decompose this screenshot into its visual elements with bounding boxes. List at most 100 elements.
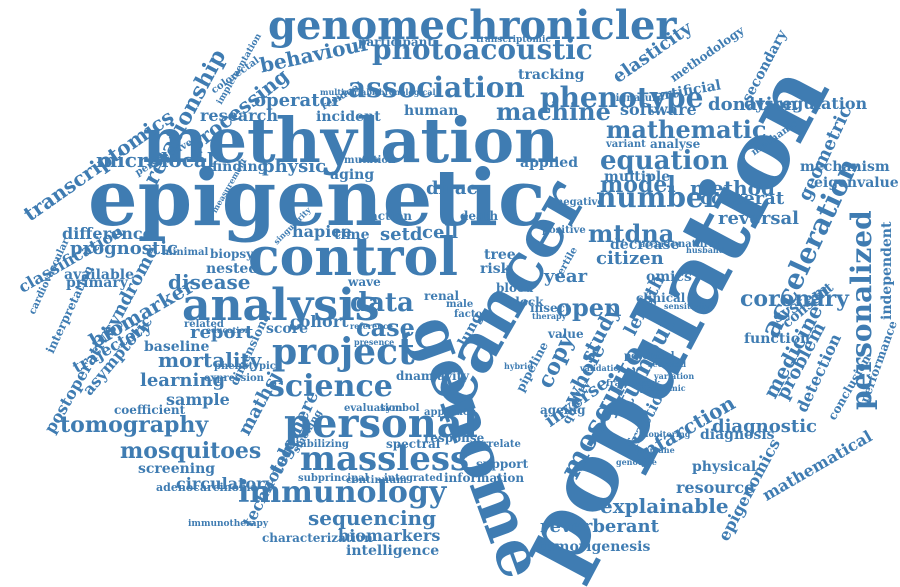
- word-framework: framework: [606, 379, 661, 389]
- word-positive: positive: [542, 225, 586, 236]
- word-characterization: characterization: [262, 531, 373, 545]
- word-mutation: mutation: [344, 155, 396, 166]
- word-wave: wave: [348, 275, 381, 289]
- word-data: data: [350, 288, 414, 318]
- word-research: research: [200, 106, 278, 125]
- word-education: education: [206, 325, 251, 335]
- word-donation: donation: [708, 94, 798, 115]
- word-related: related: [184, 319, 224, 330]
- word-secreted: secreted: [648, 359, 687, 369]
- word-immunology: immunology: [238, 475, 447, 510]
- word-eigenvalue: eigenvalue: [814, 175, 899, 191]
- word-association: association: [348, 71, 525, 104]
- word-microlocal: microlocal: [96, 148, 215, 172]
- word-genomechronicler: genomechronicler: [268, 2, 677, 49]
- word-multivariable: multivariable: [320, 87, 381, 97]
- word-information: information: [444, 471, 525, 485]
- word-intelligence: intelligence: [346, 543, 440, 559]
- word-continuum: continuum: [346, 475, 407, 486]
- word-screening: screening: [138, 461, 216, 477]
- word-tumorigenesis: tumorigenesis: [538, 539, 651, 555]
- word-operator: operator: [254, 90, 341, 111]
- word-dirac: dirac: [426, 178, 478, 199]
- word-nested: nested: [206, 261, 259, 277]
- word-husband: husband: [686, 245, 725, 255]
- word-immune: immune: [638, 445, 675, 455]
- word-methylation: methylation: [142, 104, 560, 177]
- word-integrated: integrated: [384, 473, 443, 484]
- word-sample: sample: [166, 390, 230, 409]
- word-analyse: analyse: [650, 137, 701, 151]
- word-male: male: [446, 299, 474, 310]
- word-decrease: decrease: [610, 237, 680, 253]
- word-reversal: reversal: [718, 208, 799, 229]
- word-sensitivity: sensitivity: [664, 301, 710, 311]
- word-model: model: [600, 172, 676, 198]
- word-reverberant: reverberant: [540, 516, 659, 537]
- word-software: software: [620, 100, 697, 119]
- word-epigenetic: epigenetic: [88, 153, 546, 244]
- word-setd: setd: [380, 224, 423, 245]
- word-negative: negative: [556, 197, 604, 208]
- word-correlate: correlate: [470, 439, 521, 450]
- word-dnam: dnam: [396, 369, 434, 383]
- word-case: case: [356, 313, 415, 342]
- word-accuracy: accuracy: [640, 239, 680, 249]
- word-reference: reference: [350, 321, 393, 331]
- word-transcriptomic: transcriptomic: [476, 35, 551, 45]
- word-coronary: coronary: [740, 286, 849, 312]
- word-disease: disease: [168, 270, 251, 294]
- word-response: response: [424, 431, 485, 445]
- word-death: death: [460, 209, 499, 223]
- word-cavity: cavity: [430, 369, 470, 383]
- word-year: year: [544, 266, 588, 287]
- word-open: open: [556, 293, 622, 322]
- word-massless: massless: [300, 439, 470, 479]
- word-participant: participant: [358, 35, 433, 49]
- word-immunotherapy: immunotherapy: [188, 519, 269, 529]
- word-hybrid: hybrid: [504, 361, 533, 371]
- word-biomarkers: biomarkers: [338, 526, 441, 545]
- word-coefficient: coefficient: [114, 403, 186, 417]
- word-approach: approach: [424, 407, 477, 418]
- word-circulatory: circulatory: [176, 474, 274, 493]
- word-finding: finding: [212, 159, 268, 175]
- word-mechanism: mechanism: [800, 159, 890, 175]
- word-analysis: analysis: [182, 280, 380, 331]
- word-variation: variation: [654, 371, 695, 381]
- word-phenotype: phenotype: [540, 81, 704, 114]
- word-support: support: [476, 457, 529, 471]
- word-method: method: [690, 176, 775, 200]
- word-adenocarcinoma: adenocarcinoma: [156, 481, 258, 494]
- word-cosserat: cosserat: [700, 188, 785, 209]
- word-physic: physic: [262, 156, 327, 177]
- word-science: science: [268, 369, 393, 404]
- word-time: time: [334, 227, 370, 243]
- word-spectral: spectral: [386, 437, 441, 451]
- word-therapy: therapy: [532, 311, 567, 321]
- word-clinical: clinical: [636, 291, 686, 305]
- word-multiple: multiple: [604, 169, 671, 185]
- word-score: score: [266, 321, 309, 337]
- word-dysregulation: dysregulation: [744, 94, 868, 113]
- word-available: available: [64, 267, 134, 283]
- word-action: action: [370, 209, 412, 223]
- word-cohort: cohort: [290, 312, 349, 331]
- word-applied: applied: [520, 155, 578, 171]
- word-function: function: [744, 331, 811, 347]
- word-insect: insect: [530, 301, 571, 315]
- word-control: control: [248, 227, 459, 288]
- word-variant: variant: [606, 139, 646, 150]
- word-learning: learning: [140, 370, 226, 391]
- word-personal: personal: [284, 400, 478, 447]
- word-clock: clock: [508, 295, 544, 309]
- word-prognostic: prognostic: [70, 238, 178, 259]
- word-expression: expression: [204, 373, 264, 384]
- word-photoacoustic: photoacoustic: [372, 33, 593, 66]
- word-biopsy: biopsy: [210, 247, 254, 261]
- word-incident: incident: [316, 109, 381, 125]
- word-proteomic: proteomic: [640, 383, 686, 393]
- word-mortality: mortality: [158, 348, 262, 372]
- word-hapiee: hapiee: [292, 222, 352, 241]
